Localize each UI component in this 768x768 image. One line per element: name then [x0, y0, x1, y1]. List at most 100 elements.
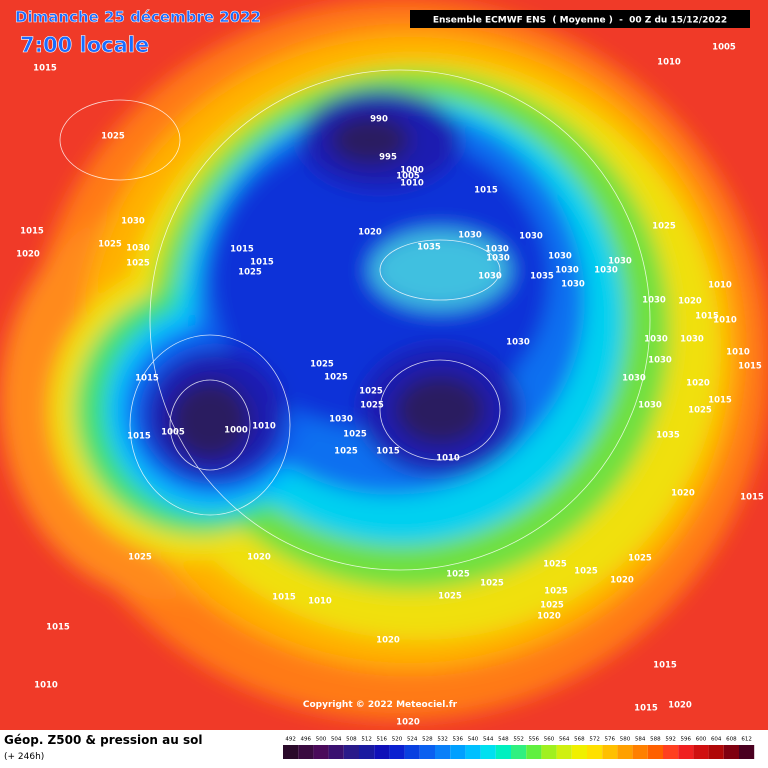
color-scale: 492 496 500 504 508 512 516 520 524 528 532 536 540 5… — [283, 737, 755, 759]
scale-swatch — [647, 745, 663, 759]
isobar-label: 1025 — [574, 567, 598, 577]
scale-swatch — [602, 745, 618, 759]
scale-label: 516 — [377, 737, 388, 743]
isobar-label: 1010 — [308, 597, 332, 607]
isobar-label: 1015 — [738, 362, 762, 372]
scale-swatch — [511, 745, 527, 759]
isobar-label: 1005 — [161, 428, 185, 438]
scale-label: 544 — [483, 737, 494, 743]
scale-label: 520 — [392, 737, 403, 743]
isobar-label: 1030 — [555, 266, 579, 276]
isobar-label: 1020 — [610, 576, 634, 586]
isobar-label: 1030 — [642, 296, 666, 306]
isobar-label: 1025 — [540, 601, 564, 611]
scale-swatch — [617, 745, 633, 759]
isobar-label: 1015 — [20, 227, 44, 237]
scale-label: 608 — [726, 737, 737, 743]
isobar-label: 1030 — [638, 401, 662, 411]
scale-label: 588 — [650, 737, 661, 743]
scale-swatch — [419, 745, 435, 759]
isobar-label: 1010 — [400, 179, 424, 189]
isobar-label: 1020 — [396, 718, 420, 728]
scale-swatch — [663, 745, 679, 759]
isobar-label: 1030 — [121, 217, 145, 227]
isobar-label: 1015 — [376, 447, 400, 457]
isobar-label: 1020 — [16, 250, 40, 260]
isobar-label: 1025 — [652, 222, 676, 232]
scale-swatch — [328, 745, 344, 759]
scale-swatch — [632, 745, 648, 759]
isobar-label: 1015 — [695, 312, 719, 322]
scale-label: 600 — [696, 737, 707, 743]
scale-label: 552 — [513, 737, 524, 743]
scale-label: 612 — [741, 737, 752, 743]
scale-label: 532 — [437, 737, 448, 743]
isobar-label: 1025 — [334, 447, 358, 457]
isobar-label: 1035 — [530, 272, 554, 282]
isobar-label: 1030 — [506, 338, 530, 348]
scale-label: 524 — [407, 737, 418, 743]
isobar-label: 1015 — [272, 593, 296, 603]
isobar-label: 1020 — [537, 612, 561, 622]
scale-label: 604 — [711, 737, 722, 743]
scale-label: 584 — [635, 737, 646, 743]
scale-swatch — [359, 745, 375, 759]
isobar-label: 1025 — [359, 387, 383, 397]
isobar-label: 1015 — [33, 64, 57, 74]
isobar-label: 1025 — [628, 554, 652, 564]
isobar-label: 1030 — [644, 335, 668, 345]
isobar-label: 1030 — [608, 257, 632, 267]
isobar-label: 1030 — [126, 244, 150, 254]
isobar-label: 1030 — [519, 232, 543, 242]
isobar-label: 1015 — [653, 661, 677, 671]
scale-label: 496 — [301, 737, 312, 743]
scale-swatch — [465, 745, 481, 759]
isobar-label: 1030 — [648, 356, 672, 366]
isobar-label: 1030 — [561, 280, 585, 290]
scale-label: 500 — [316, 737, 327, 743]
isobar-label: 1025 — [543, 560, 567, 570]
scale-swatch — [404, 745, 420, 759]
scale-label: 504 — [331, 737, 342, 743]
time: 7:00 locale — [20, 33, 149, 57]
scale-label: 528 — [422, 737, 433, 743]
isobar-label: 1000 — [224, 426, 248, 436]
isobar-label: 1025 — [128, 553, 152, 563]
scale-swatch — [495, 745, 511, 759]
isobar-label: 1015 — [474, 186, 498, 196]
isobar-label: 1010 — [726, 348, 750, 358]
scale-swatch — [678, 745, 694, 759]
footer-lead: (+ 246h) — [4, 752, 44, 762]
isobar-label: 1000 — [400, 166, 424, 176]
scale-label: 540 — [468, 737, 479, 743]
isobar-label: 1015 — [127, 432, 151, 442]
scale-swatch — [708, 745, 724, 759]
scale-swatch — [389, 745, 405, 759]
scale-swatch — [693, 745, 709, 759]
isobar-label: 1030 — [485, 245, 509, 255]
isobar-label: 1025 — [324, 373, 348, 383]
date: Dimanche 25 décembre 2022 — [15, 8, 261, 26]
scale-swatch — [374, 745, 390, 759]
model-info: Ensemble ECMWF ENS ( Moyenne ) - 00 Z du… — [433, 16, 727, 26]
isobar-label: 1025 — [544, 587, 568, 597]
scale-swatch — [739, 745, 755, 759]
isobar-label: 1030 — [478, 272, 502, 282]
scale-label: 536 — [453, 737, 464, 743]
isobar-label: 1030 — [329, 415, 353, 425]
scale-swatch — [587, 745, 603, 759]
isobar-label: 1020 — [668, 701, 692, 711]
isobar-label: 1025 — [480, 579, 504, 589]
scale-label: 564 — [559, 737, 570, 743]
scale-label: 572 — [589, 737, 600, 743]
isobar-label: 1020 — [376, 636, 400, 646]
isobar-label: 1025 — [126, 259, 150, 269]
isobar-label: 1030 — [548, 252, 572, 262]
isobar-label: 1025 — [343, 430, 367, 440]
model-box — [410, 10, 750, 28]
isobar-label: 1025 — [238, 268, 262, 278]
scale-swatch — [450, 745, 466, 759]
isobar-label: 1010 — [436, 454, 460, 464]
isobar-label: 1020 — [358, 228, 382, 238]
